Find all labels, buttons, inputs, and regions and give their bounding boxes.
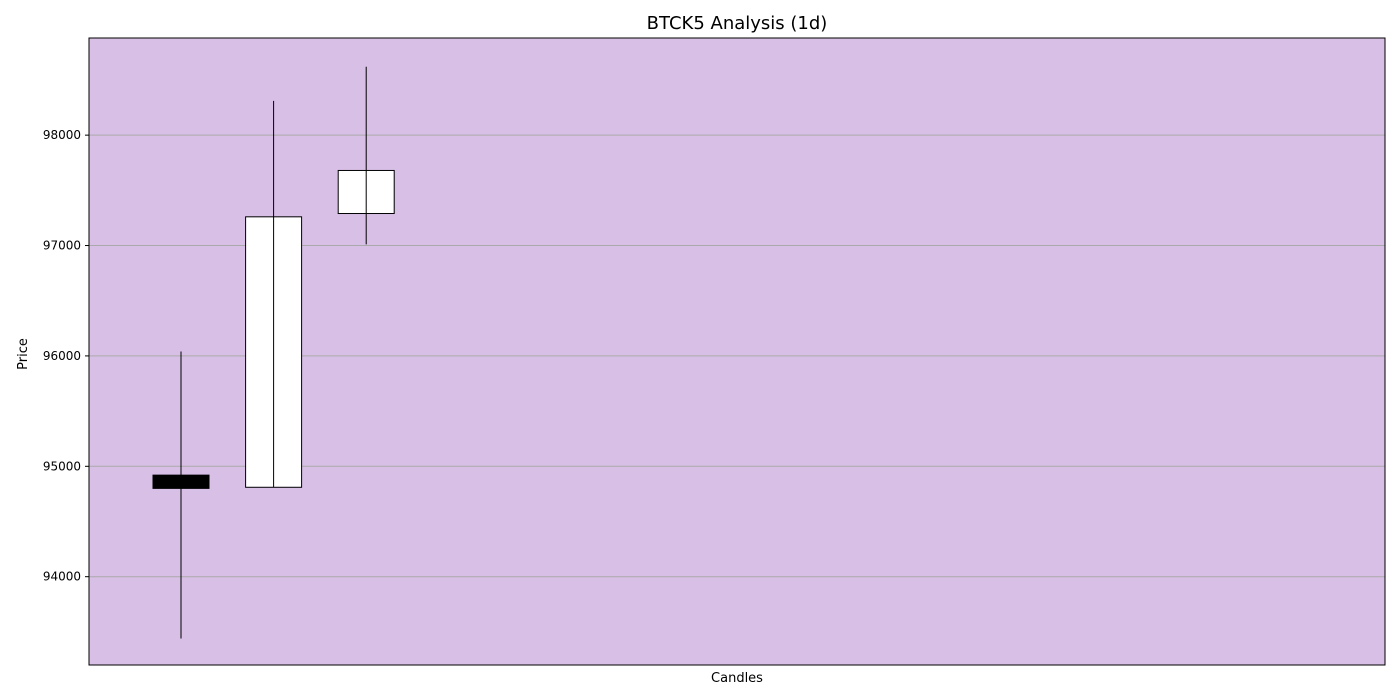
- plot-frame: [88, 37, 1386, 666]
- y-tick-label: 95000: [43, 459, 81, 473]
- plot-area: 94000 95000 96000 97000 98000: [43, 37, 1386, 666]
- y-tick-label: 96000: [43, 349, 81, 363]
- y-tick-label: 94000: [43, 570, 81, 584]
- y-tick-label: 98000: [43, 128, 81, 142]
- chart-title: BTCK5 Analysis (1d): [647, 13, 828, 34]
- plot-background: [89, 38, 1385, 665]
- y-axis-label: Price: [16, 338, 31, 370]
- y-tick-label: 97000: [43, 239, 81, 253]
- x-axis-label: Candles: [711, 671, 763, 686]
